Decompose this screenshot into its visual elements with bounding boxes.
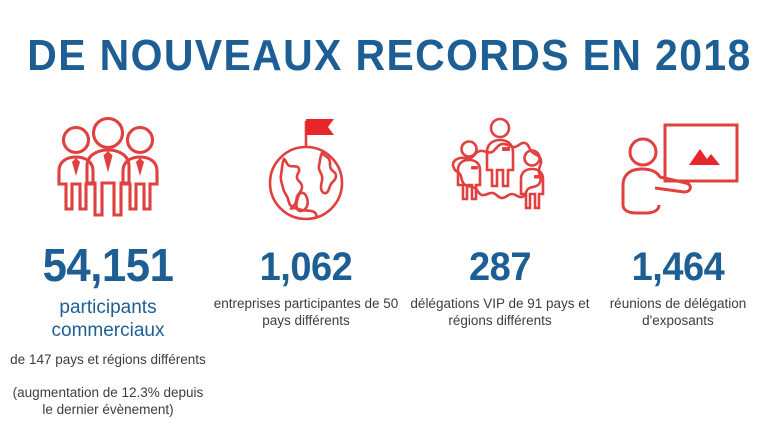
title-container: DE NOUVEAUX RECORDS EN 2018 [0, 30, 768, 82]
stat-number: 287 [469, 245, 531, 289]
three-business-people-icon [8, 108, 208, 226]
stat-number: 54,151 [42, 239, 174, 291]
stat-note: (augmentation de 12.3% depuis le dernier… [12, 385, 204, 417]
globe-with-flag-icon [208, 108, 404, 226]
stat-block-meetings: 1,464 réunions de délégation d'exposants [596, 108, 760, 345]
stats-row: 54,151 participants commerciaux de 147 p… [0, 108, 768, 418]
stat-number: 1,062 [259, 245, 353, 289]
stat-caption: réunions de délégation d'exposants [609, 296, 747, 328]
stat-caption: entreprises participantes de 50 pays dif… [213, 296, 399, 328]
stat-block-companies: 1,062 entreprises participantes de 50 pa… [208, 108, 404, 345]
map-with-delegates-icon [404, 108, 596, 226]
page-title: DE NOUVEAUX RECORDS EN 2018 [27, 31, 752, 80]
stat-number: 1,464 [631, 245, 725, 289]
stat-block-vip-delegations: 287 délégations VIP de 91 pays et région… [404, 108, 596, 345]
stat-caption: de 147 pays et régions différents [10, 352, 206, 367]
stat-subtitle: participants commerciaux [51, 297, 165, 341]
stat-caption: délégations VIP de 91 pays et régions di… [410, 296, 590, 328]
presenter-at-screen-icon [596, 108, 760, 226]
stat-block-participants: 54,151 participants commerciaux de 147 p… [8, 108, 208, 418]
